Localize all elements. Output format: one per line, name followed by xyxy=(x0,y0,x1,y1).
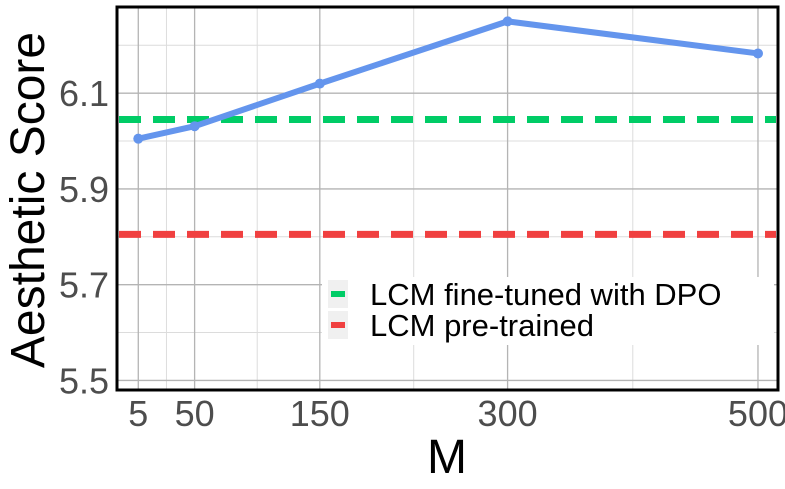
y-tick-label: 5.7 xyxy=(59,265,109,306)
y-tick-label: 6.1 xyxy=(59,73,109,114)
y-axis-label: Aesthetic Score xyxy=(2,32,55,368)
data-point xyxy=(314,78,325,89)
x-tick-label: 150 xyxy=(290,393,350,434)
legend-entry-label: LCM pre-trained xyxy=(370,308,594,343)
x-tick-label: 50 xyxy=(175,393,215,434)
x-tick-label: 5 xyxy=(128,393,148,434)
x-tick-label: 500 xyxy=(728,393,785,434)
y-tick-label: 5.5 xyxy=(59,360,109,401)
legend-entry-label: LCM fine-tuned with DPO xyxy=(370,277,721,312)
x-axis-label: M xyxy=(427,431,467,484)
y-tick-labels: 5.5 5.7 5.9 6.1 xyxy=(59,73,109,401)
legend-background xyxy=(322,277,774,345)
plot-frame xyxy=(115,5,780,392)
data-point xyxy=(189,121,200,132)
x-tick-label: 300 xyxy=(478,393,538,434)
series-layer xyxy=(133,16,763,144)
reference-lines xyxy=(119,116,776,238)
x-tick-labels: 5 50 150 300 500 xyxy=(128,393,785,434)
data-point xyxy=(133,133,144,144)
data-point xyxy=(752,48,763,59)
y-tick-label: 5.9 xyxy=(59,169,109,210)
data-point xyxy=(502,16,513,27)
